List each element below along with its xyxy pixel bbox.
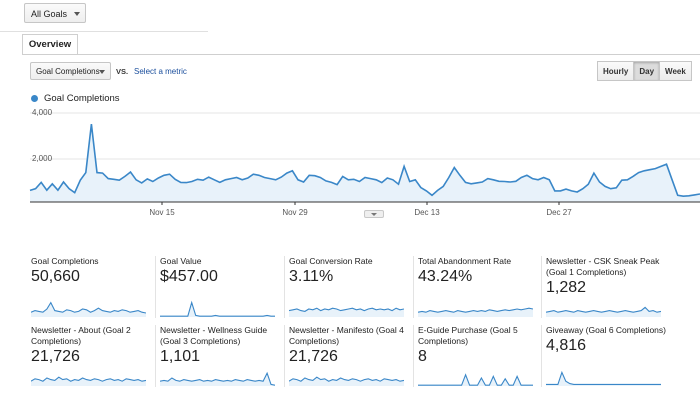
sparkline-line	[160, 371, 275, 386]
sparkline	[160, 371, 275, 386]
scorecard-title: Goal Conversion Rate	[289, 256, 373, 266]
scorecard-value: 21,726	[31, 348, 80, 365]
week-button[interactable]: Week	[659, 61, 692, 81]
chevron-down-icon	[74, 12, 81, 16]
sparkline	[418, 307, 533, 317]
series-line	[29, 124, 700, 198]
card-divider	[413, 325, 414, 387]
scorecard[interactable]: Goal Value $457.00	[160, 256, 282, 318]
sparkline-line	[31, 376, 146, 382]
card-divider	[155, 256, 156, 318]
scorecard-title: Newsletter - About (Goal 2 Completions)	[31, 325, 131, 346]
sparkline-area	[31, 302, 146, 317]
scorecard-value: 21,726	[289, 348, 338, 365]
scorecard-value: 50,660	[31, 268, 80, 285]
x-tick-label: Nov 15	[149, 208, 175, 217]
sparkline-line	[289, 307, 404, 312]
sparkline	[289, 307, 404, 317]
chart-legend: Goal Completions	[31, 92, 120, 104]
y-tick-label: 2,000	[32, 154, 53, 163]
sparkline-line	[418, 307, 533, 313]
day-button[interactable]: Day	[633, 61, 661, 81]
tab-overview[interactable]: Overview	[22, 34, 78, 55]
y-tick-label: 4,000	[32, 108, 53, 117]
sparkline-area	[160, 373, 275, 386]
scorecard[interactable]: Newsletter - About (Goal 2 Completions) 2…	[31, 325, 153, 387]
sparkline-line	[546, 306, 661, 313]
scorecard[interactable]: Goal Conversion Rate 3.11%	[289, 256, 411, 318]
sparkline-area	[160, 302, 275, 317]
card-divider	[284, 256, 285, 318]
select-metric-link[interactable]: Select a metric	[134, 67, 187, 76]
x-tick-label: Dec 27	[546, 208, 572, 217]
card-divider	[413, 256, 414, 318]
x-tick-label: Nov 29	[282, 208, 308, 217]
metric-dropdown-label: Goal Completions	[36, 67, 100, 76]
chevron-down-icon	[99, 70, 105, 74]
scorecard-title: Total Abandonment Rate	[418, 256, 512, 266]
sparkline-area	[289, 308, 404, 317]
tab-overview-label: Overview	[28, 39, 72, 50]
scorecard-value: 4,816	[546, 337, 587, 354]
sparkline-line	[160, 300, 275, 317]
scorecard-value: 8	[418, 348, 427, 365]
tab-divider	[22, 54, 700, 55]
scorecard[interactable]: Goal Completions 50,660	[31, 256, 153, 318]
sparkline	[289, 376, 404, 386]
scorecard[interactable]: Newsletter - Wellness Guide (Goal 3 Comp…	[160, 325, 282, 387]
x-axis-ticks: Nov 15 Nov 29 Dec 13 Dec 27	[149, 202, 572, 217]
scorecard-title: Goal Completions	[31, 256, 99, 266]
scorecard-value: 3.11%	[289, 268, 334, 285]
scorecard-title: Giveaway (Goal 6 Completions)	[546, 325, 666, 335]
scorecard-title: Goal Value	[160, 256, 202, 266]
scorecard-value: $457.00	[160, 268, 218, 285]
x-tick-label: Dec 13	[414, 208, 440, 217]
sparkline	[546, 306, 661, 317]
scorecard[interactable]: Giveaway (Goal 6 Completions) 4,816	[546, 325, 668, 387]
granularity-toggle: Hourly Day Week	[597, 61, 692, 81]
scorecard-title: E-Guide Purchase (Goal 5 Completions)	[418, 325, 518, 346]
sparkline-area	[31, 377, 146, 386]
scorecard-value: 1,101	[160, 348, 201, 365]
sparkline-line	[546, 370, 661, 385]
sparkline	[546, 370, 661, 386]
series-area	[30, 124, 700, 202]
card-divider	[541, 325, 542, 387]
scorecard[interactable]: E-Guide Purchase (Goal 5 Completions) 8	[418, 325, 540, 387]
scorecard-title: Newsletter - Wellness Guide (Goal 3 Comp…	[160, 325, 268, 346]
hourly-button[interactable]: Hourly	[597, 61, 635, 81]
vs-label: VS.	[116, 67, 129, 76]
chart-collapse-handle[interactable]	[364, 210, 384, 218]
all-goals-dropdown[interactable]: All Goals	[24, 3, 87, 23]
sparkline	[160, 300, 275, 317]
legend-label: Goal Completions	[44, 92, 120, 104]
sparkline-line	[418, 373, 533, 386]
series-dot-icon	[31, 94, 38, 102]
card-divider	[284, 325, 285, 387]
card-divider	[155, 325, 156, 387]
sparkline	[31, 301, 146, 317]
scorecard-title: Newsletter - Manifesto (Goal 4 Completio…	[289, 325, 404, 346]
scorecard[interactable]: Total Abandonment Rate 43.24%	[418, 256, 540, 318]
scorecard[interactable]: Newsletter - CSK Sneak Peak (Goal 1 Comp…	[546, 256, 668, 318]
scorecard-title: Newsletter - CSK Sneak Peak (Goal 1 Comp…	[546, 256, 660, 277]
sparkline	[418, 373, 533, 386]
sparkline-area	[418, 374, 533, 386]
scorecard-value: 1,282	[546, 279, 587, 296]
card-divider	[541, 256, 542, 318]
divider	[0, 31, 208, 32]
sparkline	[31, 376, 146, 386]
sparkline-line	[31, 301, 146, 314]
sparkline-area	[289, 377, 404, 386]
scorecard[interactable]: Newsletter - Manifesto (Goal 4 Completio…	[289, 325, 411, 387]
metric-dropdown[interactable]: Goal Completions	[30, 62, 111, 80]
sparkline-line	[289, 376, 404, 382]
all-goals-label: All Goals	[31, 9, 68, 19]
goal-completions-chart[interactable]: 4,000 2,000 Nov 15 Nov 29 Dec 13 Dec 27	[0, 104, 700, 220]
scorecard-value: 43.24%	[418, 268, 473, 285]
